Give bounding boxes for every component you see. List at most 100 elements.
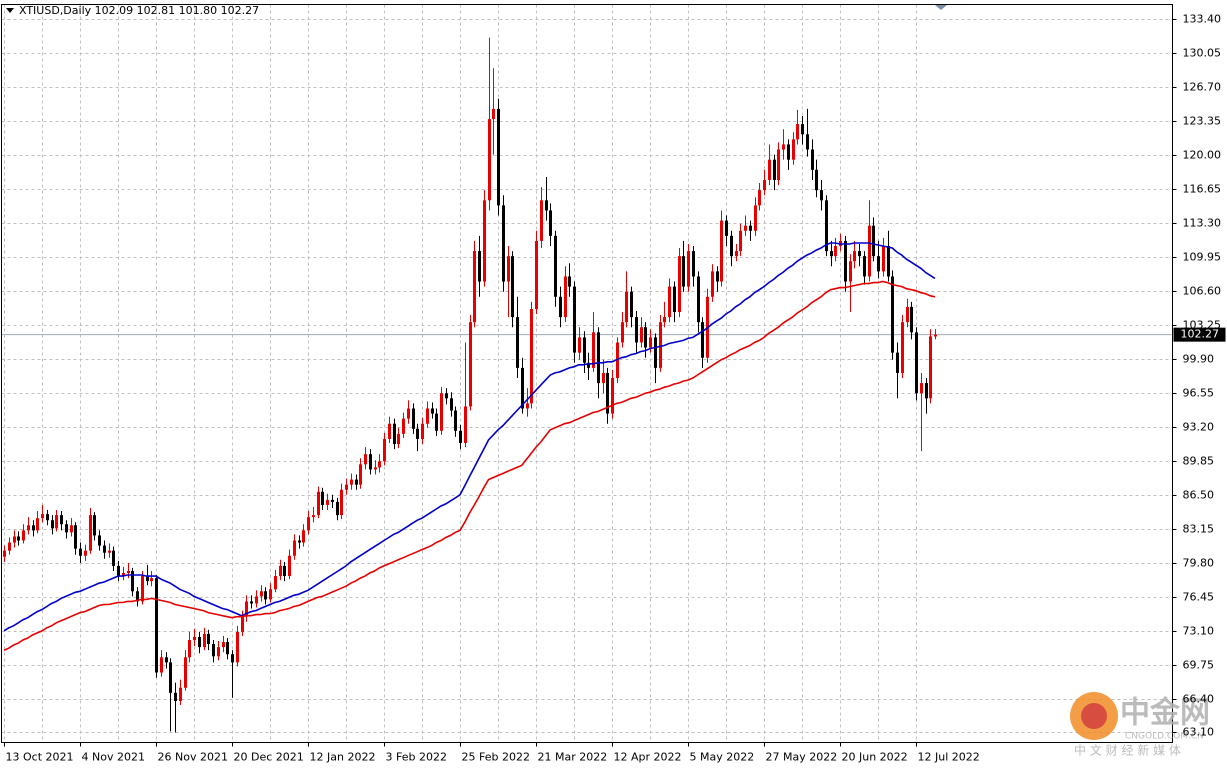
watermark: 中金网 CNGOLD.COM.CN 中 文 财 经 新 媒 体 (1070, 692, 1210, 758)
candle-body (659, 322, 662, 368)
candle-body (326, 499, 329, 505)
candle-body (274, 576, 277, 590)
candle-body (739, 230, 742, 252)
candle-body (250, 601, 253, 604)
candle-body (853, 251, 856, 262)
watermark-brand: 中金网 (1120, 696, 1210, 731)
candle-body (773, 159, 776, 180)
candle-body (901, 322, 904, 373)
candle-body (241, 616, 244, 632)
candle-body (492, 108, 495, 120)
candle-body (374, 467, 377, 470)
candle-body (644, 327, 647, 348)
candle-body (545, 200, 548, 211)
candle-body (193, 636, 196, 641)
price-tag-label: 102.27 (1181, 328, 1220, 341)
candle-body (445, 393, 448, 399)
candle-body (583, 337, 586, 363)
candle-body (469, 322, 472, 407)
candle-body (749, 225, 752, 231)
candle-body (165, 657, 168, 663)
candle-body (431, 408, 434, 414)
candle-body (264, 591, 267, 600)
watermark-site: CNGOLD.COM.CN (1125, 732, 1204, 742)
candle-body (459, 430, 462, 444)
candle-body (93, 515, 96, 536)
candle-body (89, 515, 92, 551)
x-tick-label: 4 Nov 2021 (82, 751, 145, 764)
candle-body (393, 423, 396, 445)
symbol-marker (6, 8, 14, 13)
y-tick-label: 66.40 (1183, 693, 1215, 706)
candle-body (198, 636, 201, 648)
candle-body (364, 454, 367, 465)
candle-body (844, 240, 847, 282)
candle-body (435, 413, 438, 431)
candle-body (483, 200, 486, 282)
candle-body (55, 515, 58, 529)
candle-body (179, 687, 182, 701)
candle-body (777, 149, 780, 180)
candle-body (350, 479, 353, 485)
candle-body (283, 565, 286, 577)
y-tick-label: 73.10 (1183, 625, 1215, 638)
candle-body (516, 317, 519, 368)
candle-body (141, 576, 144, 602)
candle-body (730, 235, 733, 257)
candle-body (654, 337, 657, 368)
candle-body (32, 525, 35, 531)
candle-body (317, 491, 320, 516)
candle-body (79, 548, 82, 556)
candle-body (421, 423, 424, 439)
candle-body (559, 296, 562, 318)
y-tick-label: 63.10 (1183, 726, 1215, 739)
candle-body (811, 149, 814, 170)
candle-body (925, 383, 928, 399)
candle-body (307, 517, 310, 531)
candle-body (288, 555, 291, 577)
candle-body (507, 256, 510, 282)
shift-marker (935, 5, 947, 10)
candle-body (735, 251, 738, 257)
candle-body (312, 515, 315, 518)
candle-body (174, 692, 177, 701)
candle-body (568, 276, 571, 287)
candle-body (701, 322, 704, 358)
candle-body (540, 200, 543, 241)
candle-body (720, 220, 723, 282)
candle-body (3, 550, 6, 557)
moving-average-line (3, 242, 936, 632)
candle-body (602, 372, 605, 384)
x-tick-label: 27 May 2022 (766, 751, 838, 764)
candle-body (416, 428, 419, 439)
candle-body (65, 524, 68, 533)
candle-body (331, 499, 334, 502)
x-tick-label: 3 Feb 2022 (386, 751, 447, 764)
candle-body (801, 124, 804, 135)
candle-body (915, 332, 918, 394)
candle-body (464, 406, 467, 444)
x-tick-label: 25 Feb 2022 (462, 751, 530, 764)
candle-body (488, 119, 491, 201)
candle-body (388, 423, 391, 439)
watermark-logo-inner (1081, 703, 1107, 729)
candle-body (787, 144, 790, 160)
candle-body (868, 225, 871, 277)
candle-body (150, 578, 153, 582)
candle-body (754, 205, 757, 231)
candle-body (36, 518, 39, 531)
candle-body (815, 169, 818, 191)
candle-body (640, 327, 643, 343)
candle-body (687, 251, 690, 287)
y-tick-label: 83.15 (1183, 523, 1215, 536)
y-tick-label: 126.70 (1183, 81, 1222, 94)
candle-body (792, 139, 795, 160)
x-tick-label: 12 Jan 2022 (310, 751, 376, 764)
candle-body (896, 352, 899, 373)
candle-body (27, 525, 30, 531)
candle-body (269, 589, 272, 600)
moving-average-line (3, 280, 936, 651)
candle-body (592, 332, 595, 368)
candle-body (136, 591, 139, 602)
